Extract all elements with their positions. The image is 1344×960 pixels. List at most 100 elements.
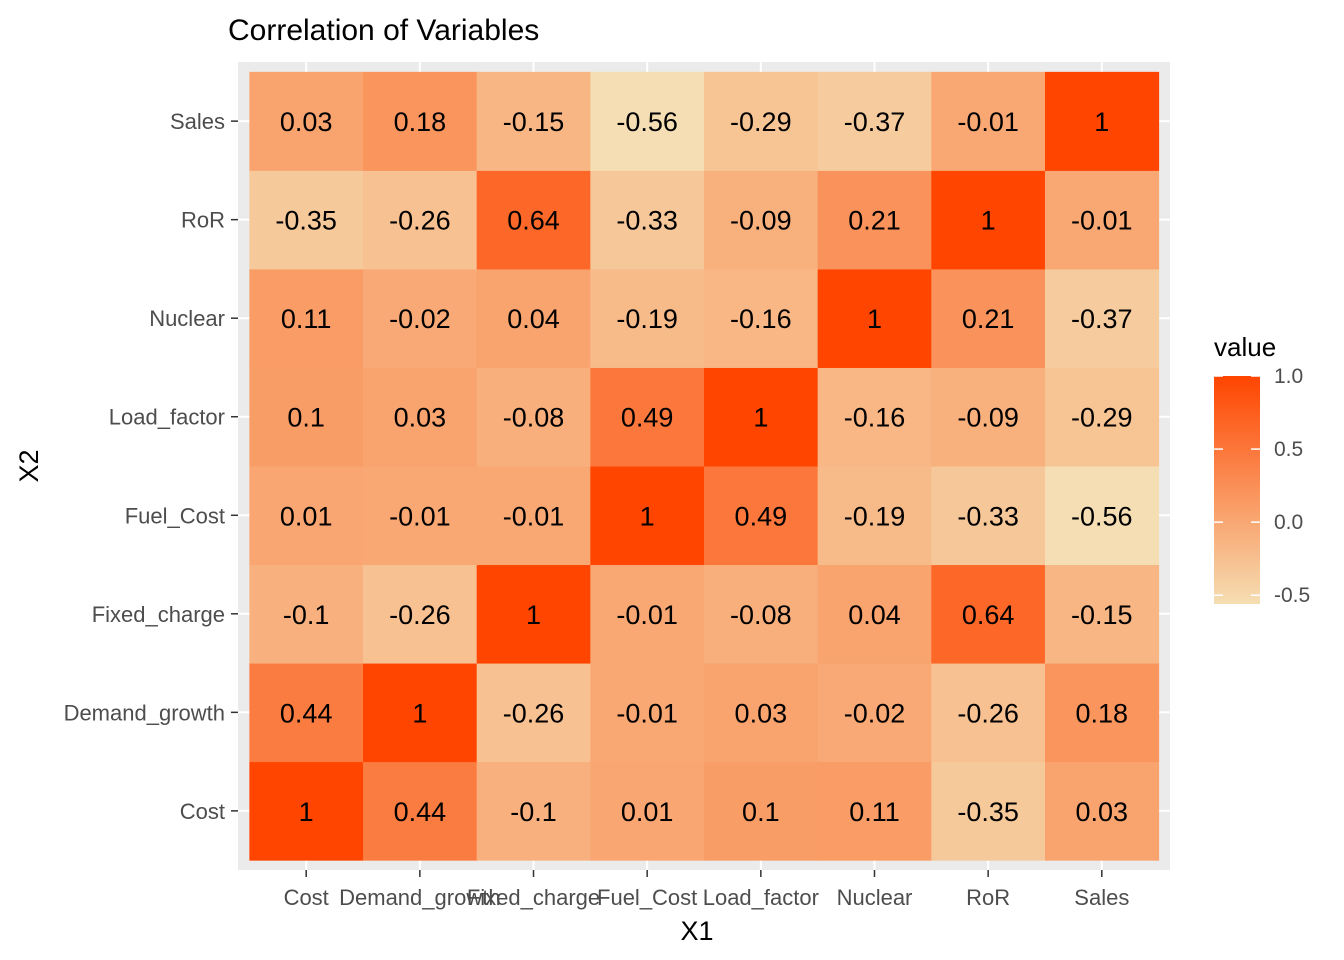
x-tick-label: Cost xyxy=(284,885,329,910)
heatmap-cell-Sales-Fuel_Cost xyxy=(1044,466,1160,566)
heatmap-cell-Fixed_charge-Nuclear xyxy=(476,268,591,368)
cell-value-label: -0.1 xyxy=(510,797,557,827)
heatmap-cell-Fuel_Cost-Nuclear xyxy=(590,268,705,368)
heatmap-cell-Nuclear-Demand_growth xyxy=(817,663,932,763)
x-tick-label: Sales xyxy=(1074,885,1129,910)
heatmap-cell-Demand_growth-Cost xyxy=(363,761,478,861)
heatmap-cell-RoR-Fuel_Cost xyxy=(931,466,1046,566)
heatmap-cell-Fuel_Cost-Cost xyxy=(590,761,705,861)
cell-value-label: -0.35 xyxy=(275,206,337,236)
legend-tick-label: 1.0 xyxy=(1274,365,1303,388)
y-tick-label: Nuclear xyxy=(149,306,225,331)
heatmap-cells xyxy=(238,62,1170,870)
heatmap-cell-Cost-Fuel_Cost xyxy=(249,466,364,566)
cell-value-label: 0.49 xyxy=(621,403,674,433)
heatmap-cell-Sales-Fixed_charge xyxy=(1044,564,1160,664)
cell-value-label: -0.37 xyxy=(1071,304,1133,334)
heatmap-cell-Fixed_charge-Sales xyxy=(476,71,591,171)
legend-colorbar xyxy=(1214,376,1260,604)
heatmap-cell-Nuclear-Load_factor xyxy=(817,367,932,467)
legend-tick-label: 0.0 xyxy=(1274,511,1303,534)
x-tick-label: Fuel_Cost xyxy=(597,885,697,910)
heatmap-cell-RoR-Cost xyxy=(931,761,1046,861)
heatmap-cell-Cost-Demand_growth xyxy=(249,663,364,763)
cell-value-label: -0.19 xyxy=(616,304,678,334)
cell-value-label: 0.1 xyxy=(287,403,325,433)
cell-value-label: -0.29 xyxy=(730,107,792,137)
cell-value-label: -0.35 xyxy=(957,797,1019,827)
heatmap-cell-Fixed_charge-Fuel_Cost xyxy=(476,466,591,566)
heatmap-cell-Sales-Sales xyxy=(1044,71,1160,171)
cell-value-label: 1 xyxy=(1094,107,1109,137)
x-tick-label: Demand_growth xyxy=(339,885,500,910)
heatmap-cell-Demand_growth-Sales xyxy=(363,71,478,171)
cell-value-label: 0.04 xyxy=(507,304,560,334)
cell-value-label: 0.1 xyxy=(742,797,780,827)
heatmap-cell-Nuclear-Fixed_charge xyxy=(817,564,932,664)
y-tick-label: Sales xyxy=(170,109,225,134)
cell-value-label: -0.33 xyxy=(616,206,678,236)
heatmap-cell-Fixed_charge-Fixed_charge xyxy=(476,564,591,664)
cell-value-label: 0.03 xyxy=(735,698,788,728)
cell-value-label: 1 xyxy=(299,797,314,827)
cell-value-label: 0.03 xyxy=(394,403,447,433)
cell-value-label: 0.44 xyxy=(394,797,447,827)
heatmap-cell-Fixed_charge-Cost xyxy=(476,761,591,861)
y-tick-label: RoR xyxy=(181,208,225,233)
chart-title: Correlation of Variables xyxy=(228,14,539,47)
cell-value-label: 0.04 xyxy=(848,600,901,630)
heatmap-cell-RoR-Demand_growth xyxy=(931,663,1046,763)
heatmap-cell-Load_factor-Nuclear xyxy=(704,268,819,368)
heatmap-cell-Load_factor-Demand_growth xyxy=(704,663,819,763)
heatmap-cell-Cost-Cost xyxy=(249,761,364,861)
legend-title: value xyxy=(1214,332,1276,362)
heatmap-cell-Cost-RoR xyxy=(249,170,364,270)
heatmap-cell-Demand_growth-RoR xyxy=(363,170,478,270)
heatmap-cell-RoR-Load_factor xyxy=(931,367,1046,467)
cell-value-label: -0.08 xyxy=(503,403,565,433)
heatmap-cell-Nuclear-Sales xyxy=(817,71,932,171)
heatmap-cell-RoR-Fixed_charge xyxy=(931,564,1046,664)
cell-value-label: -0.09 xyxy=(957,403,1019,433)
heatmap-cell-Demand_growth-Nuclear xyxy=(363,268,478,368)
heatmap-cell-Nuclear-RoR xyxy=(817,170,932,270)
cell-value-label: 0.03 xyxy=(1076,797,1129,827)
cell-value-label: 0.01 xyxy=(280,501,333,531)
cell-value-label: -0.26 xyxy=(503,698,565,728)
cell-value-label: -0.01 xyxy=(957,107,1019,137)
cell-value-label: 0.64 xyxy=(962,600,1015,630)
heatmap-cell-Load_factor-Fixed_charge xyxy=(704,564,819,664)
cell-value-label: 0.21 xyxy=(848,206,901,236)
x-axis-title: X1 xyxy=(680,916,713,946)
heatmap-cell-RoR-Nuclear xyxy=(931,268,1046,368)
cell-value-label: 0.21 xyxy=(962,304,1015,334)
heatmap-cell-Sales-Demand_growth xyxy=(1044,663,1160,763)
heatmap-cell-RoR-RoR xyxy=(931,170,1046,270)
cell-value-label: -0.26 xyxy=(957,698,1019,728)
cell-value-label: -0.16 xyxy=(844,403,906,433)
x-tick-label: Fixed_charge xyxy=(467,885,600,910)
heatmap-cell-Load_factor-Cost xyxy=(704,761,819,861)
cell-value-label: -0.1 xyxy=(283,600,330,630)
cell-value-label: 1 xyxy=(981,206,996,236)
heatmap-cell-Sales-Cost xyxy=(1044,761,1160,861)
legend-tick-label: 0.5 xyxy=(1274,438,1303,461)
heatmap-cell-Load_factor-Load_factor xyxy=(704,367,819,467)
cell-value-label: -0.01 xyxy=(503,501,565,531)
heatmap-cell-Fuel_Cost-Sales xyxy=(590,71,705,171)
cell-value-labels: 1 0.44 -0.1 0.01 0.1 0.11 -0.35 0.030.44 1 -0.26-… xyxy=(275,107,1132,827)
legend-tick-label: -0.5 xyxy=(1274,584,1310,607)
heatmap-cell-Demand_growth-Demand_growth xyxy=(363,663,478,763)
cell-value-label: 0.01 xyxy=(621,797,674,827)
heatmap-cell-Cost-Load_factor xyxy=(249,367,364,467)
heatmap-cell-Load_factor-Fuel_Cost xyxy=(704,466,819,566)
cell-value-label: 0.18 xyxy=(1076,698,1129,728)
heatmap-cell-Sales-Load_factor xyxy=(1044,367,1160,467)
cell-value-label: -0.01 xyxy=(389,501,451,531)
cell-value-label: 1 xyxy=(526,600,541,630)
heatmap-cell-Fuel_Cost-Fuel_Cost xyxy=(590,466,705,566)
x-tick-label: RoR xyxy=(966,885,1010,910)
heatmap-cell-Sales-Nuclear xyxy=(1044,268,1160,368)
